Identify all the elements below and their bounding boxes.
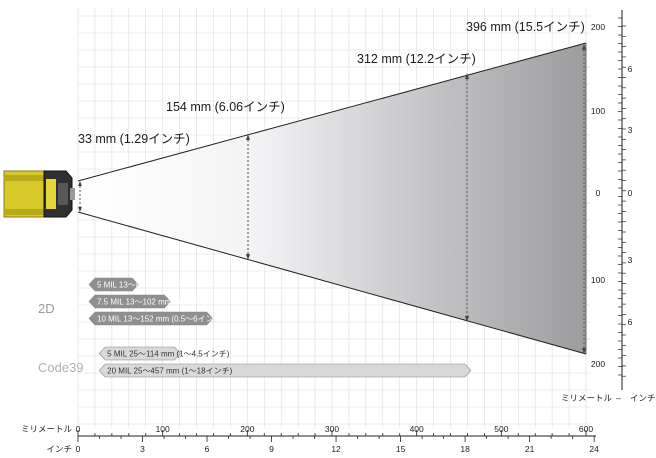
bottom-axis: ミリメートル インチ 0 100 200 300 400 500 600 0 3 6 9 12 15 1…: [21, 424, 599, 454]
bottom-inch-tick-label: 18: [460, 444, 470, 454]
fov-label-154mm: 154 mm (6.06インチ): [166, 100, 285, 114]
bottom-mm-tick-label: 100: [156, 424, 170, 434]
fov-label-312mm: 312 mm (12.2インチ): [357, 52, 476, 66]
width-markers: [78, 44, 586, 354]
group-label-2d: 2D: [38, 301, 55, 316]
twod-range-label: 10 MIL 13～152 mm (0.5～6インチ): [97, 315, 225, 324]
fov-labels: 33 mm (1.29インチ) 154 mm (6.06インチ) 312 mm …: [78, 20, 585, 146]
group-label-code39: Code39: [38, 360, 84, 375]
twod-range-bar: [88, 311, 214, 326]
code39-range-bar: [98, 363, 472, 378]
fov-beam: [77, 42, 587, 355]
fov-beam-top-edge: [77, 42, 587, 182]
bottom-inch-tick-label: 21: [525, 444, 535, 454]
bottom-inch-tick-label: 6: [205, 444, 210, 454]
bottom-axis-mm-label: ミリメートル: [21, 424, 73, 434]
right-axis-inch-label: インチ: [630, 393, 656, 403]
fov-beam-bottom-edge: [77, 211, 587, 355]
code39-range-bar: [98, 346, 181, 361]
twod-range-bar: [88, 294, 171, 309]
twod-range-bar: [88, 277, 139, 292]
right-mm-tick-label: 100: [591, 106, 605, 116]
bottom-inch-tick-label: 24: [589, 444, 599, 454]
code39-range-label: 20 MIL 25～457 mm (1～18インチ): [107, 367, 232, 376]
bottom-inch-tick-label: 0: [76, 444, 81, 454]
code39-range-label: 5 MIL 25～114 mm (1～4.5インチ): [107, 350, 230, 359]
code39-range-1: 20 MIL 25～457 mm (1～18インチ): [98, 363, 472, 378]
twod-range-label: 5 MIL 13～64 mm (0.5～2.5インチ): [97, 281, 222, 290]
right-inch-tick-label: 6: [628, 317, 633, 327]
bottom-mm-tick-label: 0: [76, 424, 81, 434]
bottom-mm-tick-label: 300: [325, 424, 339, 434]
fov-label-396mm: 396 mm (15.5インチ): [466, 20, 585, 34]
right-inch-tick-label: 3: [628, 125, 633, 135]
right-axis: 200 100 0 100 200 6 3 0 3 6 ミリメートル – インチ: [561, 10, 656, 403]
twod-range-1: 7.5 MIL 13～102 mm (0.5～4インチ): [88, 294, 227, 309]
bottom-axis-inch-label: インチ: [46, 444, 72, 454]
right-mm-tick-label: 0: [596, 188, 601, 198]
bottom-mm-tick-label: 200: [240, 424, 254, 434]
bottom-inch-tick-label: 9: [269, 444, 274, 454]
code39-range-0: 5 MIL 25～114 mm (1～4.5インチ): [98, 346, 230, 361]
fov-label-33mm: 33 mm (1.29インチ): [78, 132, 190, 146]
right-axis-mm-label: ミリメートル: [561, 393, 613, 403]
right-inch-tick-label: 6: [628, 64, 633, 74]
right-mm-tick-label: 200: [591, 359, 605, 369]
fov-beam-fill: [78, 43, 586, 354]
barcode-reader-device: [3, 170, 75, 218]
right-inch-tick-label: 3: [628, 255, 633, 265]
twod-range-label: 7.5 MIL 13～102 mm (0.5～4インチ): [97, 298, 227, 307]
bottom-inch-tick-label: 12: [331, 444, 341, 454]
bottom-inch-tick-label: 15: [396, 444, 406, 454]
right-inch-tick-label: 0: [628, 188, 633, 198]
bottom-inch-tick-label: 3: [140, 444, 145, 454]
right-axis-separator: –: [616, 393, 621, 403]
twod-range-0: 5 MIL 13～64 mm (0.5～2.5インチ): [88, 277, 222, 292]
twod-range-2: 10 MIL 13～152 mm (0.5～6インチ): [88, 311, 225, 326]
right-mm-tick-label: 100: [591, 275, 605, 285]
bottom-mm-tick-label: 500: [494, 424, 508, 434]
bottom-mm-tick-label: 400: [410, 424, 424, 434]
right-mm-tick-label: 200: [591, 22, 605, 32]
bottom-mm-tick-label: 600: [579, 424, 593, 434]
